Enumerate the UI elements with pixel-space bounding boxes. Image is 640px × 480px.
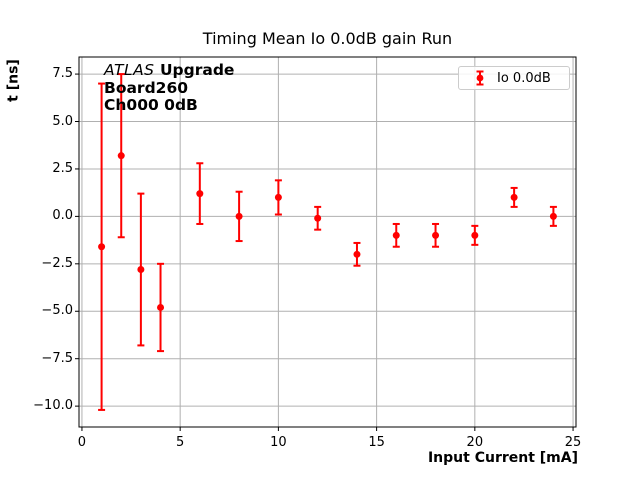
annotation-line-2: Board260 (104, 78, 189, 97)
data-point (235, 212, 243, 220)
y-tick-label: 2.5 (52, 160, 73, 176)
data-point (510, 193, 518, 201)
x-tick-label: 0 (77, 435, 87, 450)
errorbar-marker-icon (476, 70, 484, 86)
annotation-upgrade: Upgrade (159, 61, 235, 79)
annotation-line-1: ATLAS Upgrade (104, 61, 235, 80)
y-axis-label: t [ns] (5, 59, 22, 102)
x-tick-label: 5 (176, 435, 185, 450)
y-tick-label: −7.5 (41, 350, 73, 366)
data-point (432, 231, 440, 239)
data-point (353, 250, 361, 258)
x-tick-label: 15 (368, 435, 385, 450)
legend-label: Io 0.0dB (497, 70, 551, 86)
y-tick-label: 5.0 (52, 113, 73, 129)
plot-annotation: ATLAS Upgrade Board260 Ch000 0dB (104, 61, 235, 115)
y-tick-label: 0.0 (52, 208, 73, 224)
data-point (157, 303, 165, 311)
data-point (549, 212, 557, 220)
y-tick-label: −5.0 (41, 303, 73, 319)
data-point (314, 214, 322, 222)
data-point (98, 243, 106, 251)
y-tick-label: 7.5 (52, 66, 73, 82)
y-tick-label: −2.5 (41, 255, 73, 271)
annotation-atlas: ATLAS (104, 61, 155, 79)
data-point (274, 193, 282, 201)
x-axis-label: Input Current [mA] (427, 450, 578, 466)
data-point (392, 231, 400, 239)
x-tick-label: 10 (270, 435, 287, 450)
data-point (137, 266, 145, 274)
y-tick-label: −10.0 (33, 398, 73, 414)
x-tick-label: 25 (564, 435, 582, 450)
legend-box: Io 0.0dB (458, 66, 570, 90)
annotation-line-3: Ch000 0dB (104, 96, 198, 114)
data-point (117, 152, 125, 160)
x-tick-label: 20 (466, 435, 484, 450)
data-point (196, 190, 204, 198)
data-point (471, 231, 479, 239)
chart-title: Timing Mean Io 0.0dB gain Run (202, 29, 453, 48)
